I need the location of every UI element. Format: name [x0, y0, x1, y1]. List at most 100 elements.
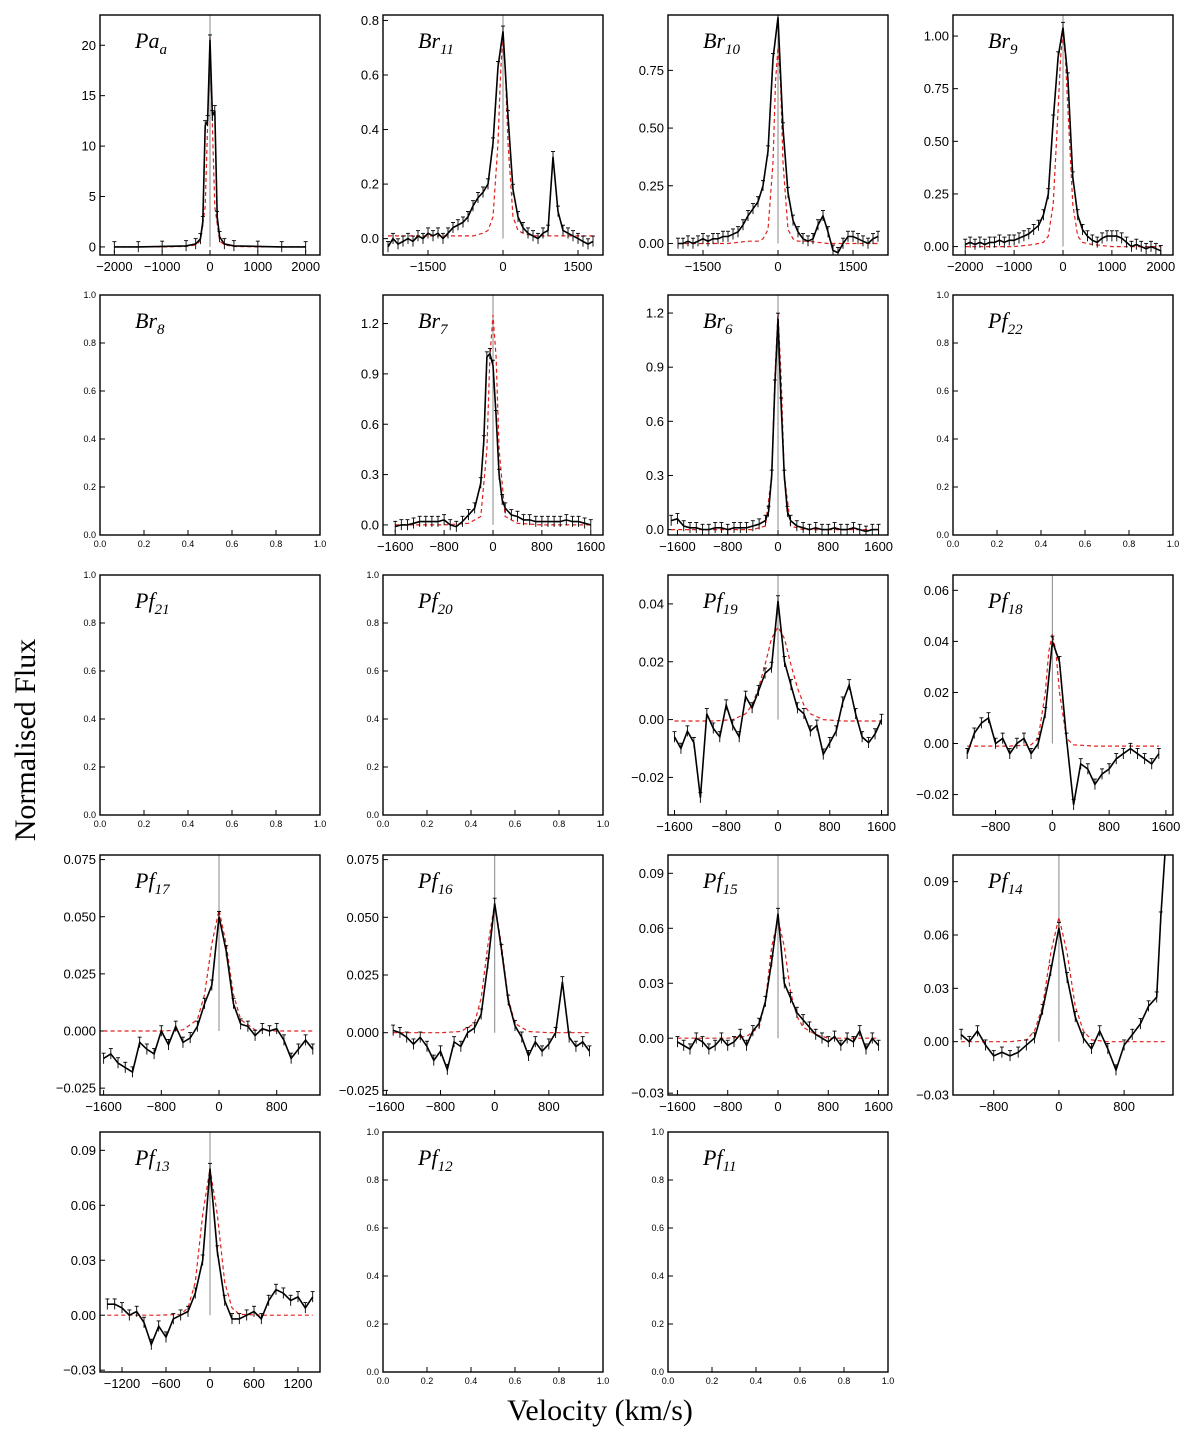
y-tick-label: −0.02: [631, 770, 664, 785]
x-tick-label: −1500: [410, 259, 447, 274]
x-tick-label: 0.4: [182, 819, 195, 829]
panel-pf-22: 0.0 0.2 0.4 0.6 0.8 1.0 0.0 0.2 0.4 0.6 0.8 1.0 Pf22: [936, 290, 1179, 549]
panel-label-main: Pa: [134, 28, 159, 53]
panel-label: Pf22: [987, 308, 1023, 338]
x-tick-label: 0.6: [509, 819, 522, 829]
panel-frame: [382, 854, 604, 1096]
y-tick-label: 15: [82, 88, 96, 103]
panel-frame: [382, 1131, 604, 1373]
data-line: [387, 31, 594, 248]
y-tick-label: 0.6: [366, 1223, 379, 1233]
y-tick-label: 0.0: [936, 530, 949, 540]
panel-label-sub: 11: [440, 42, 454, 58]
panel-pf-13: −1200 −600 0 600 1200 −0.03 0.00 0.03 0.06 0.09 Pf…: [63, 1131, 321, 1391]
panel-pf-19: −1600 −800 0 800 1600 −0.02 0.00 0.02 0.04 Pf19: [631, 574, 896, 834]
fit-line: [965, 31, 1161, 248]
panel-br-10: −1500 0 1500 0.00 0.25 0.50 0.75 Br10: [639, 14, 889, 274]
x-tick-label: 0.8: [553, 1376, 566, 1386]
x-tick-label: 1.0: [314, 819, 327, 829]
y-tick-label: 0: [89, 239, 96, 254]
fit-line: [395, 315, 591, 526]
x-tick-label: −800: [713, 539, 742, 554]
plot-area: [672, 575, 884, 803]
data-line: [966, 641, 1160, 805]
y-tick-label: 0.09: [639, 866, 664, 881]
x-tick-label: 0: [1049, 819, 1056, 834]
x-tick-label: 1600: [867, 819, 896, 834]
panel-label-sub: 21: [155, 602, 170, 618]
y-tick-label: 0.0: [361, 517, 379, 532]
y-tick-label: 0.9: [361, 366, 379, 381]
y-tick-label: 0.25: [639, 178, 664, 193]
y-tick-label: 0.4: [83, 434, 96, 444]
y-tick-label: 0.8: [83, 338, 96, 348]
panel-pf-17: −1600 −800 0 800 −0.025 0.000 0.025 0.050 0.075 P…: [56, 852, 321, 1114]
x-tick-label: 800: [266, 1099, 288, 1114]
y-axis-label-text: Normalised Flux: [9, 638, 42, 842]
y-tick-label: 1.0: [651, 1127, 664, 1137]
panel-frame: [99, 854, 321, 1096]
panel-label-sub: 6: [725, 322, 733, 338]
y-tick-label: 1.00: [924, 29, 949, 44]
x-tick-label: 0.8: [838, 1376, 851, 1386]
y-tick-label: 0.04: [639, 596, 664, 611]
plot-area: [669, 295, 881, 535]
y-tick-label: 0.2: [361, 177, 379, 192]
panel-pf-21: 0.0 0.2 0.4 0.6 0.8 1.0 0.0 0.2 0.4 0.6 0.8 1.0 Pf21: [83, 570, 326, 829]
x-tick-label: −600: [151, 1376, 180, 1391]
y-tick-label: 0.4: [361, 122, 379, 137]
x-tick-label: 0.4: [1035, 539, 1048, 549]
panel-frame: [952, 574, 1174, 816]
x-tick-label: 0.0: [94, 539, 107, 549]
x-tick-label: 1000: [243, 259, 272, 274]
y-tick-label: 0.6: [83, 386, 96, 396]
panel-pf-18: −800 0 800 1600 −0.02 0.00 0.02 0.04 0.06 Pf18: [916, 574, 1180, 834]
panel-frame: [667, 574, 889, 816]
y-tick-label: 0.6: [361, 68, 379, 83]
y-tick-label: 0.2: [651, 1319, 664, 1329]
panel-pf-11: 0.0 0.2 0.4 0.6 0.8 1.0 0.0 0.2 0.4 0.6 0.8 1.0 Pf11: [651, 1127, 894, 1386]
x-tick-label: 1.0: [882, 1376, 895, 1386]
x-tick-label: 0: [491, 1099, 498, 1114]
x-tick-label: 800: [819, 819, 841, 834]
x-tick-label: −1000: [144, 259, 181, 274]
x-tick-label: −1600: [368, 1099, 405, 1114]
x-tick-label: 0.6: [794, 1376, 807, 1386]
x-tick-label: 1000: [1097, 259, 1126, 274]
y-tick-label: 0.3: [646, 468, 664, 483]
panel-br-8: 0.0 0.2 0.4 0.6 0.8 1.0 0.0 0.2 0.4 0.6 0.8 1.0 Br8: [83, 290, 326, 549]
x-tick-label: 2000: [291, 259, 320, 274]
panel-frame: [99, 1131, 321, 1373]
y-tick-label: 0.050: [63, 909, 96, 924]
y-tick-label: −0.02: [916, 787, 949, 802]
y-tick-label: −0.03: [63, 1363, 96, 1378]
panel-label-sub: 17: [155, 882, 172, 898]
x-tick-label: 0: [1059, 259, 1066, 274]
plot-area: [965, 575, 1161, 811]
panel-label: Br9: [988, 28, 1018, 58]
panel-label-main: Pf: [987, 308, 1010, 333]
x-tick-label: −1600: [377, 539, 414, 554]
y-tick-label: 1.0: [366, 1127, 379, 1137]
y-tick-label: 0.50: [924, 134, 949, 149]
y-tick-label: 0.03: [924, 981, 949, 996]
data-line: [670, 318, 879, 533]
x-tick-label: 0.2: [991, 539, 1004, 549]
y-tick-label: 0.2: [83, 482, 96, 492]
panel-label-sub: a: [159, 42, 167, 58]
y-tick-label: 0.4: [936, 434, 949, 444]
x-tick-label: 1.0: [597, 1376, 610, 1386]
y-tick-label: 0.02: [639, 654, 664, 669]
y-tick-label: 0.6: [646, 414, 664, 429]
panel-label-main: Pf: [987, 588, 1010, 613]
x-tick-label: 1500: [564, 259, 593, 274]
x-tick-label: 0.8: [270, 819, 283, 829]
y-tick-label: 1.2: [361, 316, 379, 331]
x-tick-label: −2000: [947, 259, 984, 274]
x-tick-label: 0.4: [750, 1376, 763, 1386]
panel-label: Pf15: [702, 868, 738, 898]
y-tick-label: 1.2: [646, 306, 664, 321]
panel-label: Pf20: [417, 588, 453, 618]
panel-label-main: Br: [703, 308, 725, 333]
